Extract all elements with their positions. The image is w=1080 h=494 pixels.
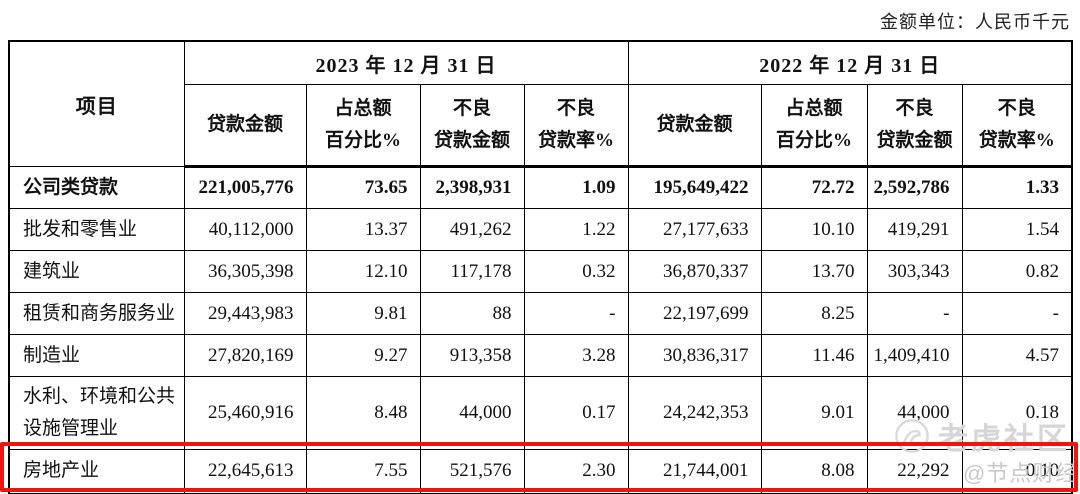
value-cell: 2,398,931: [419, 166, 525, 209]
value-cell: 0.32: [523, 250, 629, 293]
value-cell: 13.70: [760, 250, 868, 293]
row-label: 公司类贷款: [8, 166, 185, 209]
row-label: 批发和零售业: [8, 208, 185, 251]
col-header-npl-amount-2022: 不良 贷款金额: [866, 84, 963, 168]
table-row: 房地产业 22,645,613 7.55 521,576 2.30 21,744,001 8…: [8, 449, 1073, 494]
col-header-loan-amount-2023: 贷款金额: [183, 84, 307, 168]
col-header-loan-amount-2022: 贷款金额: [627, 84, 762, 168]
value-cell: 0.18: [961, 376, 1073, 450]
value-cell: 22,197,699: [627, 292, 762, 335]
value-cell: 4.57: [961, 334, 1073, 377]
value-cell: 0.10: [961, 449, 1073, 494]
value-cell: -: [866, 292, 963, 335]
sub-header-row: 贷款金额 占总额 百分比% 不良 贷款金额 不良 贷款率% 贷款金额 占总额 百分比% …: [9, 84, 1073, 168]
value-cell: 73.65: [305, 166, 421, 209]
group-header-row: 项目 2023 年 12 月 31 日 2022 年 12 月 31 日: [8, 40, 1073, 167]
value-cell: 88: [419, 292, 525, 335]
row-label: 制造业: [8, 334, 185, 377]
value-cell: 13.37: [305, 208, 421, 251]
value-cell: 1.09: [523, 166, 629, 209]
value-cell: 25,460,916: [183, 376, 307, 450]
value-cell: 44,000: [419, 376, 525, 450]
row-label: 租赁和商务服务业: [8, 292, 185, 335]
value-cell: 2.30: [523, 449, 629, 494]
value-cell: 195,649,422: [627, 166, 762, 209]
table-body: 公司类贷款 221,005,776 73.65 2,398,931 1.09 195,64…: [8, 166, 1073, 494]
value-cell: 8.25: [760, 292, 868, 335]
value-cell: 1.22: [523, 208, 629, 251]
value-cell: 40,112,000: [183, 208, 307, 251]
col-header-npl-rate-2022: 不良 贷款率%: [961, 84, 1073, 168]
value-cell: 419,291: [866, 208, 963, 251]
col-header-npl-amount-2023: 不良 贷款金额: [419, 84, 525, 168]
value-cell: 11.46: [760, 334, 868, 377]
value-cell: 22,645,613: [183, 449, 307, 494]
value-cell: 8.48: [305, 376, 421, 450]
table-row: 批发和零售业 40,112,000 13.37 491,262 1.22 27,177,6…: [8, 208, 1073, 251]
value-cell: 8.08: [760, 449, 868, 494]
value-cell: 24,242,353: [627, 376, 762, 450]
value-cell: 9.81: [305, 292, 421, 335]
col-header-npl-rate-2023: 不良 贷款率%: [523, 84, 629, 168]
value-cell: 3.28: [523, 334, 629, 377]
value-cell: -: [961, 292, 1073, 335]
value-cell: 27,177,633: [627, 208, 762, 251]
col-header-share-2022: 占总额 百分比%: [760, 84, 868, 168]
col-group-2022: 2022 年 12 月 31 日: [627, 40, 1073, 85]
value-cell: 1,409,410: [866, 334, 963, 377]
value-cell: 913,358: [419, 334, 525, 377]
value-cell: 0.82: [961, 250, 1073, 293]
value-cell: 9.27: [305, 334, 421, 377]
value-cell: 1.33: [961, 166, 1073, 209]
value-cell: 29,443,983: [183, 292, 307, 335]
value-cell: 0.17: [523, 376, 629, 450]
value-cell: 117,178: [419, 250, 525, 293]
value-cell: 2,592,786: [866, 166, 963, 209]
table-row: 建筑业 36,305,398 12.10 117,178 0.32 36,870,337 1…: [8, 250, 1073, 293]
value-cell: 1.54: [961, 208, 1073, 251]
value-cell: 10.10: [760, 208, 868, 251]
value-cell: 22,292: [866, 449, 963, 494]
value-cell: 491,262: [419, 208, 525, 251]
table-row: 租赁和商务服务业 29,443,983 9.81 88-22,197,699 8.25-…: [8, 292, 1073, 335]
value-cell: 12.10: [305, 250, 421, 293]
col-header-share-2023: 占总额 百分比%: [305, 84, 421, 168]
value-cell: 36,305,398: [183, 250, 307, 293]
value-cell: 36,870,337: [627, 250, 762, 293]
loan-breakdown-table: 项目 2023 年 12 月 31 日 2022 年 12 月 31 日 贷款金…: [8, 40, 1073, 494]
value-cell: 9.01: [760, 376, 868, 450]
amount-unit-label: 金额单位：人民币千元: [880, 12, 1070, 32]
table-row: 水利、环境和公共设施管理业 25,460,916 8.48 44,000 0.17 24,…: [8, 376, 1073, 450]
value-cell: 21,744,001: [627, 449, 762, 494]
table-row: 制造业 27,820,169 9.27 913,358 3.28 30,836,317 11…: [8, 334, 1073, 377]
row-label: 房地产业: [8, 449, 185, 494]
row-label: 水利、环境和公共设施管理业: [8, 376, 185, 450]
col-group-2023: 2023 年 12 月 31 日: [183, 40, 629, 85]
value-cell: 303,343: [866, 250, 963, 293]
value-cell: 7.55: [305, 449, 421, 494]
col-header-item: 项目: [8, 40, 185, 167]
value-cell: -: [523, 292, 629, 335]
value-cell: 521,576: [419, 449, 525, 494]
value-cell: 44,000: [866, 376, 963, 450]
value-cell: 27,820,169: [183, 334, 307, 377]
table-row: 公司类贷款 221,005,776 73.65 2,398,931 1.09 195,64…: [8, 166, 1073, 209]
row-label: 建筑业: [8, 250, 185, 293]
value-cell: 221,005,776: [183, 166, 307, 209]
value-cell: 72.72: [760, 166, 868, 209]
value-cell: 30,836,317: [627, 334, 762, 377]
